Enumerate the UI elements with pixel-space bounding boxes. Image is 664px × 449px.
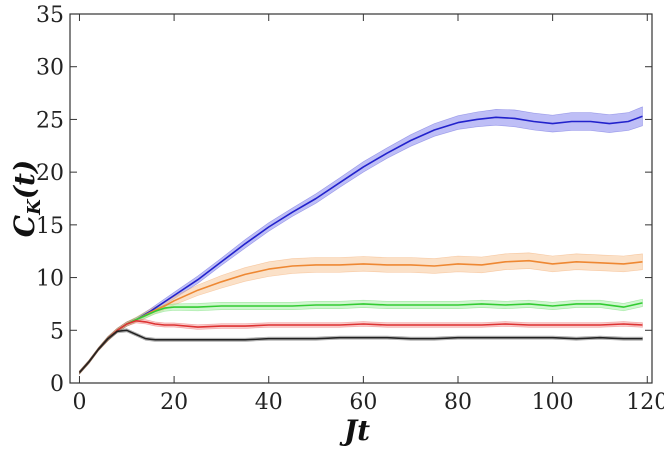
x-tick-label: 20 bbox=[160, 390, 188, 415]
x-tick-label: 80 bbox=[444, 390, 472, 415]
y-axis-ticks: 0 5 10 15 20 25 30 35 bbox=[36, 3, 652, 397]
y-tick-label: 0 bbox=[50, 372, 64, 397]
y-tick-label: 10 bbox=[36, 267, 64, 292]
y-tick-label: 35 bbox=[36, 3, 64, 28]
series-line-3 bbox=[78, 319, 643, 374]
series-band-2 bbox=[79, 298, 643, 375]
plot-frame bbox=[69, 13, 653, 384]
x-tick-label: 40 bbox=[255, 390, 283, 415]
y-tick-label: 5 bbox=[50, 319, 64, 344]
y-tick-label: 30 bbox=[36, 56, 64, 81]
series-line-4 bbox=[78, 329, 643, 374]
x-axis-ticks: 0 20 40 60 80 100 120 bbox=[72, 14, 664, 415]
series-band-1 bbox=[79, 252, 643, 375]
x-tick-label: 100 bbox=[532, 390, 574, 415]
y-axis-label-main: C bbox=[8, 214, 41, 237]
series-line-1 bbox=[78, 259, 643, 374]
series-band-0 bbox=[79, 106, 643, 375]
series-band-3 bbox=[79, 318, 643, 375]
y-axis-label-arg: (t) bbox=[8, 160, 41, 199]
x-tick-label: 120 bbox=[626, 390, 664, 415]
y-axis-label-sub: Κ bbox=[24, 198, 45, 216]
x-tick-label: 0 bbox=[72, 390, 86, 415]
series-band-4 bbox=[79, 328, 643, 375]
y-axis-label: CΚ(t) bbox=[8, 160, 45, 237]
y-tick-label: 25 bbox=[36, 108, 64, 133]
series-lines bbox=[78, 115, 643, 374]
x-axis-label: Jt bbox=[339, 414, 370, 447]
y-tick-label: 20 bbox=[36, 161, 64, 186]
x-tick-label: 60 bbox=[349, 390, 377, 415]
series-line-0 bbox=[78, 115, 643, 374]
error-bands bbox=[79, 106, 643, 375]
y-tick-label: 15 bbox=[36, 214, 64, 239]
